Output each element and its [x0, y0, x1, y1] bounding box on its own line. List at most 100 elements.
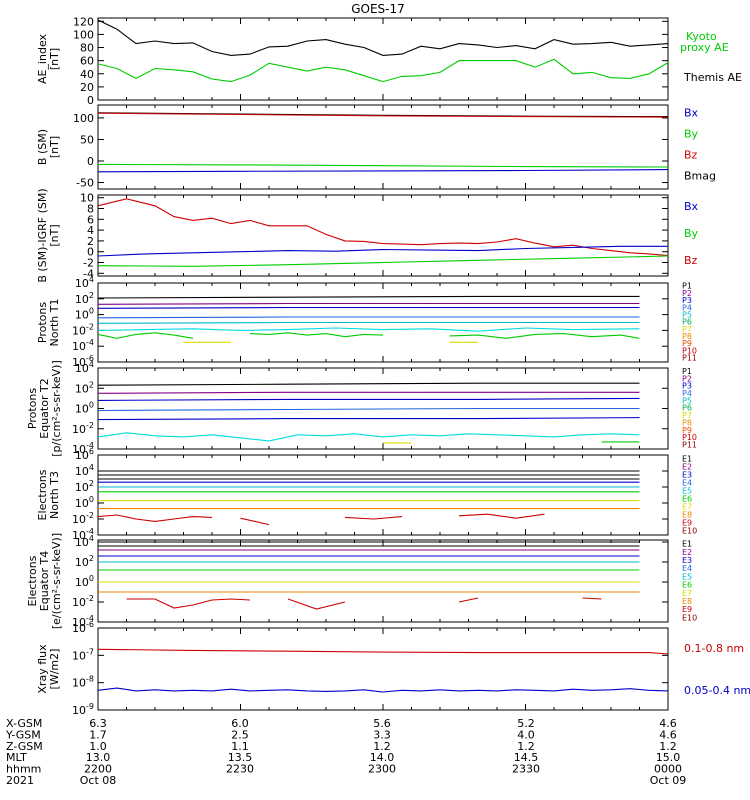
footer-cell: 2200 [84, 763, 112, 776]
y-tick-label: 10-2 [72, 322, 94, 337]
y-tick-exponent: -4 [86, 614, 94, 623]
legend-entry: P2 [682, 374, 692, 383]
series-line-p6 [97, 327, 640, 332]
legend-entry: By [684, 128, 699, 141]
legend-entry: E3 [682, 556, 692, 565]
y-tick-exponent: 4 [89, 275, 94, 284]
legend-entry: E7 [682, 589, 692, 598]
y-tick-label: 0 [87, 94, 94, 107]
footer-cell: 5.2 [517, 717, 535, 730]
footer-cell: 2230 [226, 763, 254, 776]
legend-entry: P11 [682, 354, 697, 363]
legend-entry: E1 [682, 540, 692, 549]
footer-cell: Oct 08 [80, 774, 117, 787]
y-tick-exponent: 0 [89, 401, 94, 410]
panel-frame [97, 194, 669, 277]
y-axis-label: Equator T2 [38, 378, 51, 438]
y-tick-label: -2 [83, 257, 94, 270]
legend-entry: P8 [682, 332, 692, 341]
y-tick-label: 80 [80, 42, 94, 55]
series-line-e9c [458, 597, 479, 603]
footer-cell: 14.0 [370, 751, 395, 764]
legend-entry: E2 [682, 548, 692, 557]
y-tick-label: 106 [75, 447, 94, 462]
footer-cell: 0000 [654, 763, 682, 776]
y-tick-label: 104 [75, 463, 94, 478]
footer-cell: 14.5 [514, 751, 539, 764]
legend-entry: P3 [682, 382, 692, 391]
series-line-p1 [97, 295, 640, 299]
y-tick-exponent: -2 [86, 594, 94, 603]
chart-title: GOES-17 [351, 2, 405, 16]
legend-entry: E8 [682, 597, 692, 606]
y-tick-label: 2 [87, 235, 94, 248]
footer-cell: 5.6 [373, 717, 391, 730]
y-tick-exponent: 6 [89, 447, 94, 456]
legend-entry: Kyoto [686, 30, 717, 43]
y-axis-label: [e/(cm²-s-sr-keV)] [50, 533, 63, 629]
y-tick-label: 100 [73, 28, 94, 41]
y-tick-exponent: 2 [89, 554, 94, 563]
y-tick-label: 10-2 [72, 511, 94, 526]
y-tick-label: 102 [75, 554, 94, 569]
footer-cell: 4.6 [659, 717, 677, 730]
legend-entry: E8 [682, 510, 692, 519]
y-tick-label: 10-6 [72, 620, 94, 635]
y-axis-label: Protons [26, 388, 39, 429]
series-line-e9a [97, 514, 213, 522]
series-line-bx [97, 245, 668, 257]
legend-entry: 0.1-0.8 nm [684, 642, 744, 655]
y-axis-label: [W/m2] [48, 649, 61, 690]
series-line-kyoto-proxy-ae [97, 58, 669, 83]
y-tick-label: 10-4 [72, 338, 94, 353]
y-axis-label: [nT] [48, 48, 61, 70]
legend-entry: Bx [684, 107, 699, 120]
footer-cell: 13.0 [86, 751, 111, 764]
legend-entry: P4 [682, 303, 692, 312]
y-tick-label: 10-7 [72, 647, 94, 662]
y-axis-label: Electrons [36, 469, 49, 520]
series-line-p4 [97, 407, 640, 412]
legend-entry: P1 [682, 282, 692, 291]
y-tick-exponent: -2 [86, 511, 94, 520]
legend-entry: E3 [682, 470, 692, 479]
y-tick-exponent: 4 [89, 534, 94, 543]
panel-8: 10-9 10-8 10-7 10-6 Xray flux [W/m2] 0.1-0.8 n… [36, 620, 750, 717]
footer-cell: 1.1 [231, 740, 249, 753]
series-line-e9d [582, 597, 602, 600]
legend-entry: E9 [682, 605, 692, 614]
footer-cell: 15.0 [656, 751, 681, 764]
series-line-p2 [97, 391, 640, 394]
footer-cell: 2330 [512, 763, 540, 776]
y-tick-label: 60 [80, 55, 94, 68]
y-tick-label: 104 [75, 534, 94, 549]
y-tick-exponent: -2 [86, 322, 94, 331]
y-tick-label: 0 [87, 246, 94, 259]
legend-entry: E4 [682, 564, 692, 573]
legend-entry: E1 [682, 454, 692, 463]
y-tick-exponent: -9 [86, 702, 94, 711]
y-tick-label: 102 [75, 479, 94, 494]
series-line-e9c [344, 516, 403, 520]
footer-cell: 2.5 [231, 728, 249, 741]
footer-cell: 6.0 [231, 717, 249, 730]
y-axis-label: Protons [36, 302, 49, 343]
footer-cell: 1.0 [89, 740, 107, 753]
legend-entry: Themis AE [683, 71, 742, 84]
y-tick-exponent: -2 [86, 421, 94, 430]
footer-cell: 6.3 [89, 717, 107, 730]
legend-entry: P3 [682, 296, 692, 305]
y-axis-label: [p/(cm²-s-sr-keV)] [50, 360, 63, 457]
legend-entry: P5 [682, 310, 692, 319]
series-line-bz [97, 112, 669, 118]
legend-entry: P11 [682, 441, 697, 450]
panel-frame [97, 454, 669, 536]
series-line-p5 [97, 417, 640, 421]
legend-entry: P8 [682, 418, 692, 427]
legend-entry: E6 [682, 494, 692, 503]
